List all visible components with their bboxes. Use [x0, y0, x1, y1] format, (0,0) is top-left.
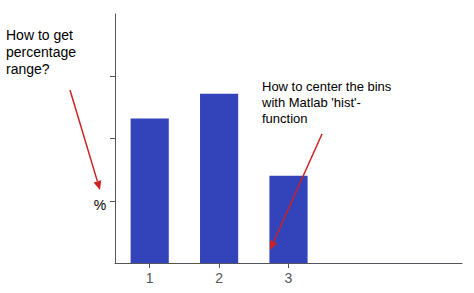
svg-text:%: %: [94, 197, 106, 213]
svg-text:with Matlab 'hist'-: with Matlab 'hist'-: [261, 95, 361, 110]
svg-text:function: function: [262, 111, 308, 126]
svg-text:How to center the bins: How to center the bins: [262, 79, 392, 94]
svg-text:3: 3: [285, 270, 293, 286]
svg-text:range?: range?: [6, 61, 50, 77]
svg-text:percentage: percentage: [6, 44, 76, 60]
svg-text:1: 1: [146, 270, 154, 286]
svg-text:2: 2: [215, 270, 223, 286]
svg-text:How to get: How to get: [6, 27, 73, 43]
